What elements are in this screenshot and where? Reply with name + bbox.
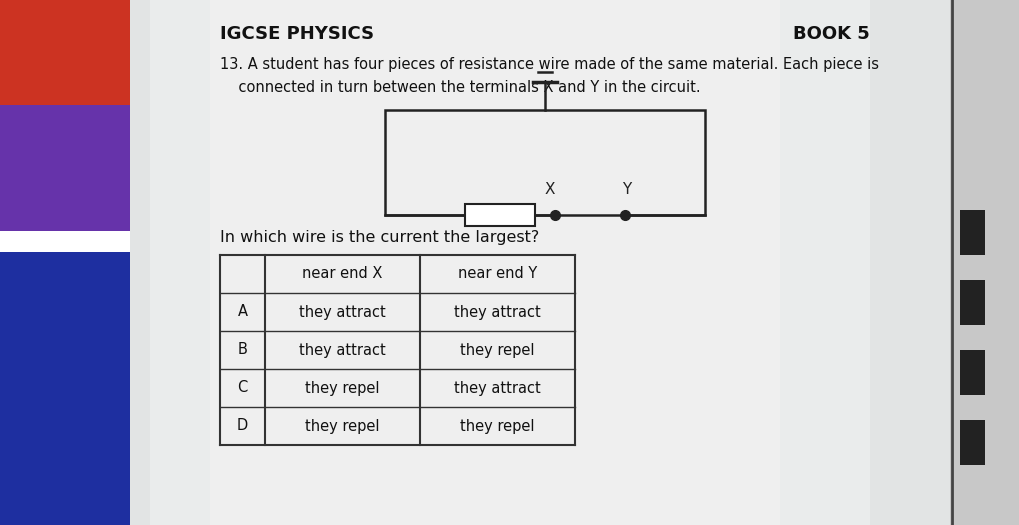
Bar (150, 0, 870, 525)
Text: A: A (237, 304, 248, 320)
Bar (950, 0, 1019, 525)
Text: they attract: they attract (300, 304, 386, 320)
Bar (0, 0, 140, 105)
Text: they repel: they repel (306, 381, 380, 395)
Bar (465, 204, 535, 226)
Text: X: X (545, 182, 555, 197)
Text: 13. A student has four pieces of resistance wire made of the same material. Each: 13. A student has four pieces of resista… (220, 57, 879, 72)
Text: Y: Y (623, 182, 632, 197)
Bar (130, 0, 950, 525)
Text: they attract: they attract (454, 304, 541, 320)
Text: D: D (236, 418, 248, 434)
Bar (960, 420, 985, 465)
Text: In which wire is the current the largest?: In which wire is the current the largest… (220, 230, 539, 245)
Text: they repel: they repel (461, 342, 535, 358)
Text: near end Y: near end Y (458, 267, 537, 281)
Text: they attract: they attract (454, 381, 541, 395)
Text: IGCSE PHYSICS: IGCSE PHYSICS (220, 25, 374, 43)
Bar (0, 236, 140, 525)
Text: they repel: they repel (461, 418, 535, 434)
Bar (960, 280, 985, 325)
Bar (960, 210, 985, 255)
Text: they repel: they repel (306, 418, 380, 434)
Text: near end X: near end X (303, 267, 383, 281)
Text: C: C (237, 381, 248, 395)
Bar (385, 110, 705, 215)
Text: BOOK 5: BOOK 5 (793, 25, 870, 43)
Bar (0, 105, 140, 236)
Bar (0, 0, 140, 525)
Bar (0, 231, 140, 252)
Text: B: B (237, 342, 248, 358)
Text: they attract: they attract (300, 342, 386, 358)
Text: connected in turn between the terminals X and Y in the circuit.: connected in turn between the terminals … (220, 80, 701, 95)
Bar (960, 350, 985, 395)
Bar (210, 0, 780, 525)
